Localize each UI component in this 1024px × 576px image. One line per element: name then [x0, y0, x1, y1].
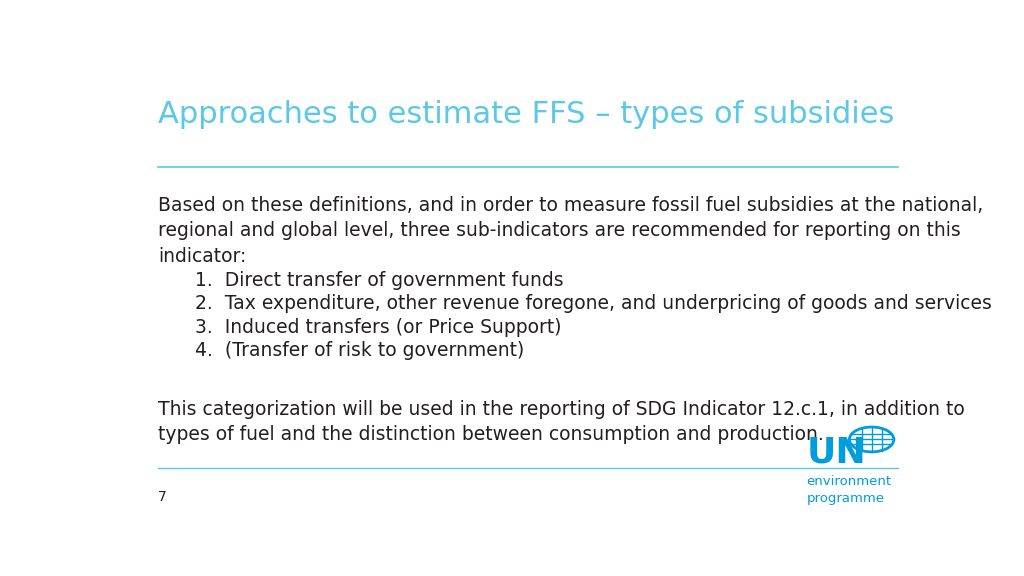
Text: 1.  Direct transfer of government funds: 1. Direct transfer of government funds [196, 271, 564, 290]
Text: 4.  (Transfer of risk to government): 4. (Transfer of risk to government) [196, 342, 524, 361]
Text: environment: environment [807, 475, 892, 488]
Text: programme: programme [807, 492, 885, 505]
Text: regional and global level, three sub-indicators are recommended for reporting on: regional and global level, three sub-ind… [158, 221, 961, 240]
Text: Based on these definitions, and in order to measure fossil fuel subsidies at the: Based on these definitions, and in order… [158, 195, 983, 214]
Text: types of fuel and the distinction between consumption and production.: types of fuel and the distinction betwee… [158, 425, 824, 444]
Text: indicator:: indicator: [158, 247, 247, 266]
Text: This categorization will be used in the reporting of SDG Indicator 12.c.1, in ad: This categorization will be used in the … [158, 400, 965, 419]
Text: Approaches to estimate FFS – types of subsidies: Approaches to estimate FFS – types of su… [158, 100, 895, 129]
Text: 2.  Tax expenditure, other revenue foregone, and underpricing of goods and servi: 2. Tax expenditure, other revenue forego… [196, 294, 992, 313]
Text: 3.  Induced transfers (or Price Support): 3. Induced transfers (or Price Support) [196, 318, 562, 337]
Text: 7: 7 [158, 491, 167, 505]
Text: UN: UN [807, 435, 866, 469]
